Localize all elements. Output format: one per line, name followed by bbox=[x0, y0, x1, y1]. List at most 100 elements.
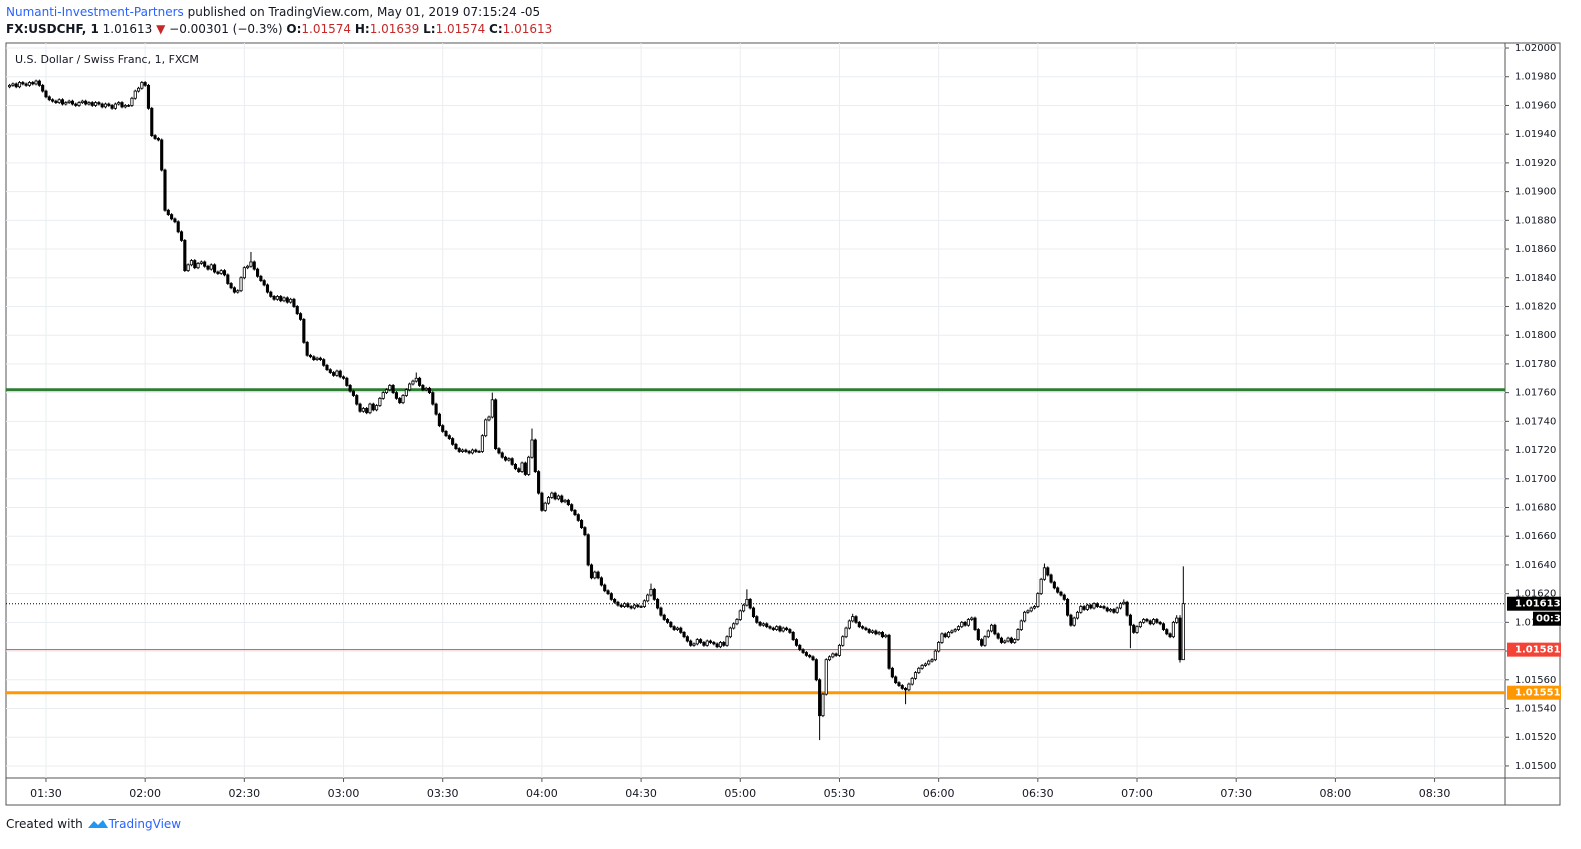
candle-body bbox=[130, 97, 134, 106]
candle-body bbox=[196, 262, 200, 269]
candle-body bbox=[778, 626, 782, 632]
candle-body bbox=[761, 623, 765, 626]
candle-body bbox=[705, 640, 709, 646]
candle-body bbox=[381, 392, 385, 399]
candle-body bbox=[996, 633, 1000, 639]
candle-body bbox=[665, 619, 670, 623]
candle-body bbox=[404, 389, 408, 396]
candle-body bbox=[123, 105, 127, 108]
y-tick-label: 1.01840 bbox=[1515, 273, 1556, 284]
candle-body bbox=[798, 644, 802, 651]
brand[interactable]: TradingView bbox=[108, 817, 182, 831]
candle-body bbox=[127, 105, 131, 107]
candle-body bbox=[305, 341, 309, 356]
candle-body bbox=[1046, 567, 1050, 576]
y-tick-label: 1.01660 bbox=[1515, 531, 1556, 542]
candle-body bbox=[930, 659, 934, 662]
candle-body bbox=[675, 627, 680, 630]
candle-body bbox=[1049, 574, 1053, 583]
countdown: 00:37 bbox=[1536, 614, 1568, 625]
candle-body bbox=[814, 659, 818, 681]
candle-body bbox=[94, 102, 98, 106]
candle-body bbox=[927, 660, 931, 665]
candle-body bbox=[454, 443, 458, 450]
candle-body bbox=[880, 632, 884, 638]
candle-body bbox=[722, 642, 726, 646]
candle-body bbox=[173, 218, 177, 223]
footer: Created with TradingView bbox=[6, 816, 181, 831]
close: 1.01613 bbox=[502, 22, 553, 36]
price-label: 1.01613 bbox=[1515, 599, 1561, 610]
candle-body bbox=[107, 103, 111, 106]
candle-body bbox=[166, 209, 170, 215]
candle-body bbox=[533, 439, 537, 472]
y-tick-label: 1.01920 bbox=[1515, 158, 1556, 169]
candle-body bbox=[378, 397, 382, 406]
candle-body bbox=[530, 439, 534, 458]
candle-body bbox=[322, 359, 326, 366]
x-tick-label: 01:30 bbox=[30, 787, 62, 800]
publish-line: Numanti-Investment-Partners published on… bbox=[6, 4, 552, 21]
candle-body bbox=[718, 642, 722, 648]
candle-body bbox=[811, 656, 815, 661]
candle-body bbox=[808, 654, 812, 658]
candle-body bbox=[626, 603, 630, 607]
candle-body bbox=[659, 607, 663, 616]
candle-body bbox=[989, 624, 994, 632]
candle-body bbox=[1122, 601, 1126, 605]
candle-body bbox=[923, 663, 927, 666]
candle-body bbox=[51, 99, 55, 102]
candle-body bbox=[894, 676, 898, 684]
candle-body bbox=[1023, 611, 1027, 622]
candle-body bbox=[246, 265, 250, 269]
candle-body bbox=[437, 413, 441, 427]
candle-body bbox=[1079, 606, 1083, 613]
candle-body bbox=[265, 284, 270, 293]
candle-body bbox=[768, 626, 772, 629]
candle-body bbox=[556, 495, 560, 500]
candle-body bbox=[652, 588, 656, 600]
candle-body bbox=[662, 614, 666, 620]
candle-body bbox=[219, 270, 223, 274]
candle-body bbox=[14, 83, 18, 88]
candle-body bbox=[566, 499, 570, 506]
candle-body bbox=[401, 395, 405, 404]
candle-body bbox=[388, 385, 392, 391]
candle-body bbox=[21, 82, 25, 85]
candle-body bbox=[424, 387, 428, 391]
y-tick-label: 1.01960 bbox=[1515, 100, 1556, 111]
candle-body bbox=[497, 448, 501, 454]
candle-body bbox=[1118, 603, 1123, 609]
candle-body bbox=[639, 606, 643, 608]
candle-body bbox=[603, 584, 607, 592]
candle-body bbox=[1155, 619, 1159, 623]
y-tick-label: 1.01800 bbox=[1515, 330, 1556, 341]
candle-body bbox=[272, 296, 276, 300]
y-tick-label: 1.01760 bbox=[1515, 388, 1556, 399]
candle-body bbox=[41, 84, 45, 92]
candle-body bbox=[24, 83, 28, 86]
candle-body bbox=[431, 392, 435, 405]
ohlc-line: FX:USDCHF, 1 1.01613 ▼ −0.00301 (−0.3%) … bbox=[6, 21, 552, 38]
candle-body bbox=[523, 462, 527, 475]
candle-body bbox=[619, 604, 623, 607]
candle-body bbox=[1052, 581, 1056, 589]
candle-body bbox=[976, 629, 980, 640]
candle-body bbox=[738, 610, 742, 620]
candle-body bbox=[517, 468, 521, 472]
candle-body bbox=[368, 403, 372, 414]
author-link[interactable]: Numanti-Investment-Partners bbox=[6, 5, 184, 19]
candle-body bbox=[599, 577, 603, 586]
candle-body bbox=[904, 688, 908, 691]
candle-body bbox=[950, 630, 954, 633]
candle-body bbox=[735, 619, 739, 625]
candle-body bbox=[884, 634, 888, 638]
y-tick-label: 1.01620 bbox=[1515, 589, 1556, 600]
candle-body bbox=[1075, 611, 1080, 619]
candle-body bbox=[371, 403, 375, 411]
candle-body bbox=[649, 588, 653, 596]
candle-body bbox=[332, 372, 336, 376]
candle-body bbox=[355, 395, 359, 405]
grid bbox=[6, 43, 1505, 778]
y-tick-label: 1.01880 bbox=[1515, 215, 1556, 226]
